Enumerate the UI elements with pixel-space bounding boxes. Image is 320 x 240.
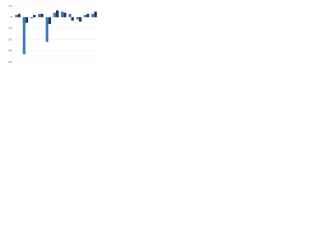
bar [40,13,44,18]
bar [30,17,34,19]
bar [63,12,67,18]
bar [78,17,82,22]
bar [68,13,72,18]
bar [60,11,64,18]
bar [17,13,21,18]
y-tick-label: 0 [10,15,12,19]
y-tick-label: -20 [8,37,13,41]
bar [15,14,18,18]
y-tick-label: 10 [9,4,13,8]
bar [91,13,95,18]
bar [76,17,79,20]
chart: -40 -30 -20 -10 0 10 [8,4,98,64]
bar [22,17,26,55]
bar [45,17,49,42]
y-tick-label: -40 [8,60,13,64]
bar [86,13,90,18]
bar [83,14,87,18]
y-tick-label: -30 [8,49,13,53]
bar [38,13,41,18]
bar [33,14,36,18]
bar [25,17,29,23]
bar [94,11,97,18]
bar [48,17,52,24]
y-tick-label: -10 [8,26,13,30]
bar [71,17,74,21]
bar [53,12,56,18]
bar [56,10,59,18]
